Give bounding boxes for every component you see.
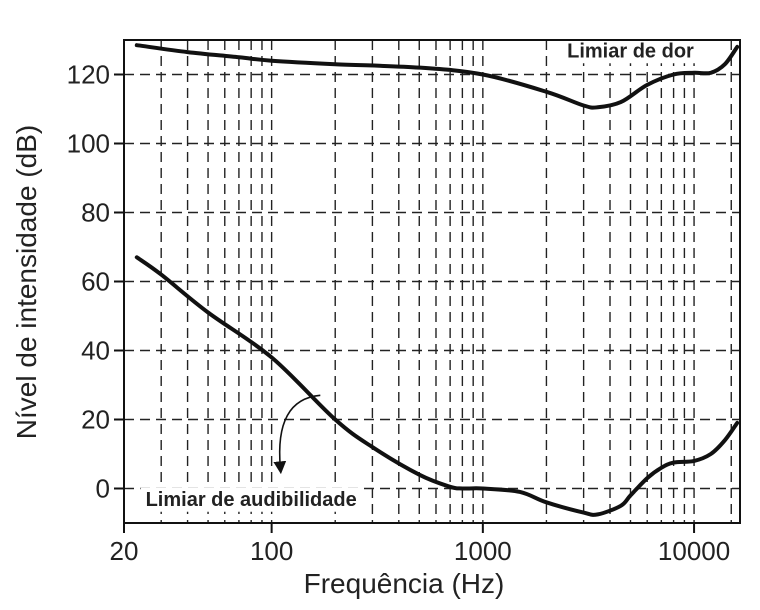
y-tick-label: 20 — [81, 405, 110, 435]
label-backdrop — [140, 487, 362, 512]
y-tick-label: 0 — [96, 474, 110, 504]
y-axis-ticks: 0 20 40 60 80 100 120 — [67, 60, 124, 504]
x-tick-label: 10000 — [658, 536, 730, 566]
x-tick-label: 100 — [250, 536, 293, 566]
series-layer — [134, 43, 740, 517]
y-tick-label: 100 — [67, 129, 110, 159]
label-backdrop — [562, 39, 700, 64]
annotation-layer: Limiar de dor Limiar de audibilidade — [140, 39, 700, 512]
hearing-threshold-label: Limiar de audibilidade — [146, 489, 357, 511]
x-tick-label: 20 — [110, 536, 139, 566]
y-tick-label: 60 — [81, 267, 110, 297]
y-axis-title: Nível de intensidade (dB) — [11, 125, 42, 439]
pain-threshold-label: Limiar de dor — [567, 40, 694, 62]
y-tick-label: 80 — [81, 198, 110, 228]
y-tick-label: 120 — [67, 60, 110, 90]
annotation-arrow — [273, 394, 321, 475]
x-axis-ticks: 20 100 1000 10000 — [110, 523, 730, 566]
x-axis-title: Frequência (Hz) — [304, 568, 505, 599]
pain-threshold-line — [134, 43, 740, 110]
hearing-threshold-line — [134, 255, 740, 517]
y-tick-label: 40 — [81, 336, 110, 366]
x-tick-label: 1000 — [454, 536, 512, 566]
